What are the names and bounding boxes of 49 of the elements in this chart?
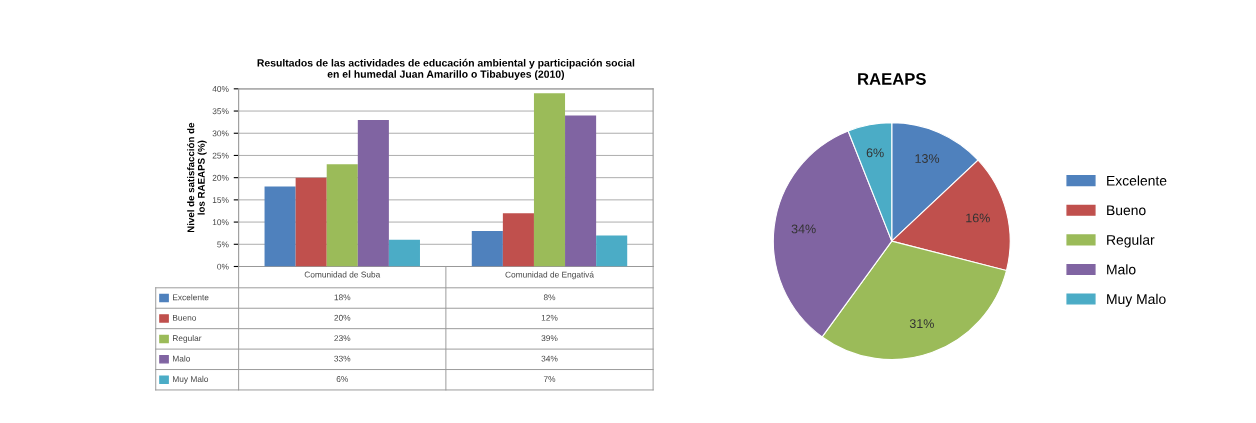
y-tick-label: 15% [212, 197, 229, 203]
legend-label: Muy Malo [173, 375, 209, 384]
y-tick-label: 40% [212, 86, 229, 92]
y-tick-label: 0% [217, 263, 229, 270]
data-label: 18% [334, 294, 351, 301]
data-label: 23% [334, 335, 351, 342]
y-axis-title: Nivel de satisfacción de los RAEAPS (%) [187, 122, 207, 233]
data-label: 33% [334, 355, 351, 362]
legend-label: Muy Malo [1107, 293, 1166, 307]
bar [533, 93, 566, 267]
bar [295, 177, 327, 267]
data-label: 34% [791, 224, 816, 234]
data-label: 13% [915, 154, 940, 163]
bar [388, 239, 420, 267]
legend-label: Excelente [1107, 175, 1167, 186]
y-tick-label: 35% [212, 108, 229, 115]
legend-label: Bueno [1107, 205, 1146, 216]
legend-label: Bueno [173, 314, 197, 321]
data-label: 8% [543, 294, 556, 301]
bar [326, 164, 358, 267]
data-label: 20% [334, 314, 351, 321]
legend-label: Regular [173, 335, 202, 343]
chart-title: RAEAPS [858, 73, 926, 85]
legend-label: Regular [1107, 234, 1155, 248]
y-tick-label: 10% [212, 219, 229, 226]
bar [357, 119, 389, 267]
data-label: 34% [541, 355, 558, 362]
legend-label: Excelente [173, 294, 209, 301]
y-tick-label: 25% [212, 152, 229, 159]
data-label: 12% [541, 314, 558, 321]
x-tick-label: Comunidad de Suba [304, 271, 381, 278]
x-tick-label: Comunidad de Engativá [505, 271, 594, 280]
bar [596, 235, 628, 267]
data-label: 39% [541, 335, 558, 342]
bar [502, 213, 534, 267]
data-label: 31% [909, 319, 934, 329]
bar [565, 115, 597, 267]
data-label: 6% [336, 376, 348, 382]
data-label: 16% [966, 213, 990, 223]
bar [264, 186, 296, 267]
chart-title: Resultados de las actividades de educación ambiental y participación social en el humedal Juan Amarillo o Tibabuyes (2010) [257, 58, 635, 80]
legend-label: Malo [173, 355, 191, 362]
y-tick-label: 30% [212, 130, 229, 137]
legend-label: Malo [1107, 264, 1136, 275]
data-label: 7% [543, 376, 556, 382]
data-label: 6% [866, 148, 884, 158]
bar [471, 230, 503, 267]
y-tick-label: 5% [217, 241, 229, 248]
y-tick-label: 20% [212, 174, 229, 181]
